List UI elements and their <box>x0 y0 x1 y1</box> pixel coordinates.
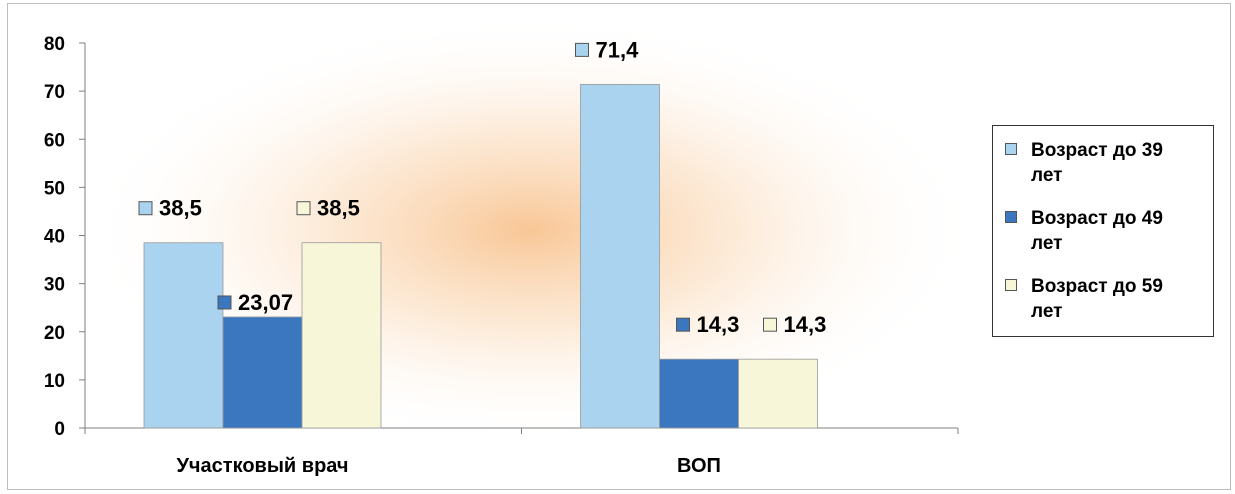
data-label: 38,5 <box>159 196 202 221</box>
axes: 0 10 20 30 40 50 60 70 80 Участковый врач ВОП <box>44 34 959 477</box>
legend-swatch <box>1005 143 1017 155</box>
bar <box>222 316 303 429</box>
legend-label: лет <box>1031 233 1063 254</box>
bars <box>143 83 818 429</box>
data-label-swatch <box>296 201 311 216</box>
legend: Возраст до 39 лет Возраст до 49 лет Возр… <box>992 125 1214 337</box>
bar <box>659 358 739 429</box>
y-tick-label: 30 <box>44 275 65 296</box>
data-label: 38,5 <box>317 196 360 221</box>
y-tick-label: 20 <box>44 323 65 344</box>
y-tick-label: 70 <box>44 82 65 103</box>
data-label: 14,3 <box>697 312 740 337</box>
bar <box>738 358 818 429</box>
bar <box>143 242 224 429</box>
legend-label: Возраст до 49 <box>1031 208 1163 229</box>
legend-label: Возраст до 39 <box>1031 140 1163 161</box>
y-tick-label: 0 <box>54 419 65 440</box>
data-label-swatch <box>217 295 232 310</box>
y-tick-label: 60 <box>44 130 65 151</box>
legend-label: лет <box>1031 301 1063 322</box>
legend-swatch <box>1005 279 1017 291</box>
y-tick-label: 40 <box>44 227 65 248</box>
x-category-label: ВОП <box>677 455 721 477</box>
data-label-swatch <box>763 317 777 332</box>
y-tick-label: 10 <box>44 371 65 392</box>
data-label-swatch <box>138 201 153 216</box>
data-label-swatch <box>676 317 690 332</box>
data-label: 71,4 <box>596 37 640 62</box>
data-label-swatch <box>575 42 589 57</box>
data-label: 14,3 <box>784 312 827 337</box>
bar <box>301 242 382 429</box>
data-label: 23,07 <box>238 290 293 315</box>
legend-label: лет <box>1031 165 1063 186</box>
y-tick-label: 80 <box>44 34 65 55</box>
x-category-label: Участковый врач <box>176 455 348 477</box>
bar <box>580 83 660 429</box>
data-labels: 38,5 23,07 38,5 71,4 14,3 14,3 <box>138 37 827 337</box>
legend-swatch <box>1005 211 1017 223</box>
legend-label: Возраст до 59 <box>1031 276 1163 297</box>
y-tick-label: 50 <box>44 178 65 199</box>
